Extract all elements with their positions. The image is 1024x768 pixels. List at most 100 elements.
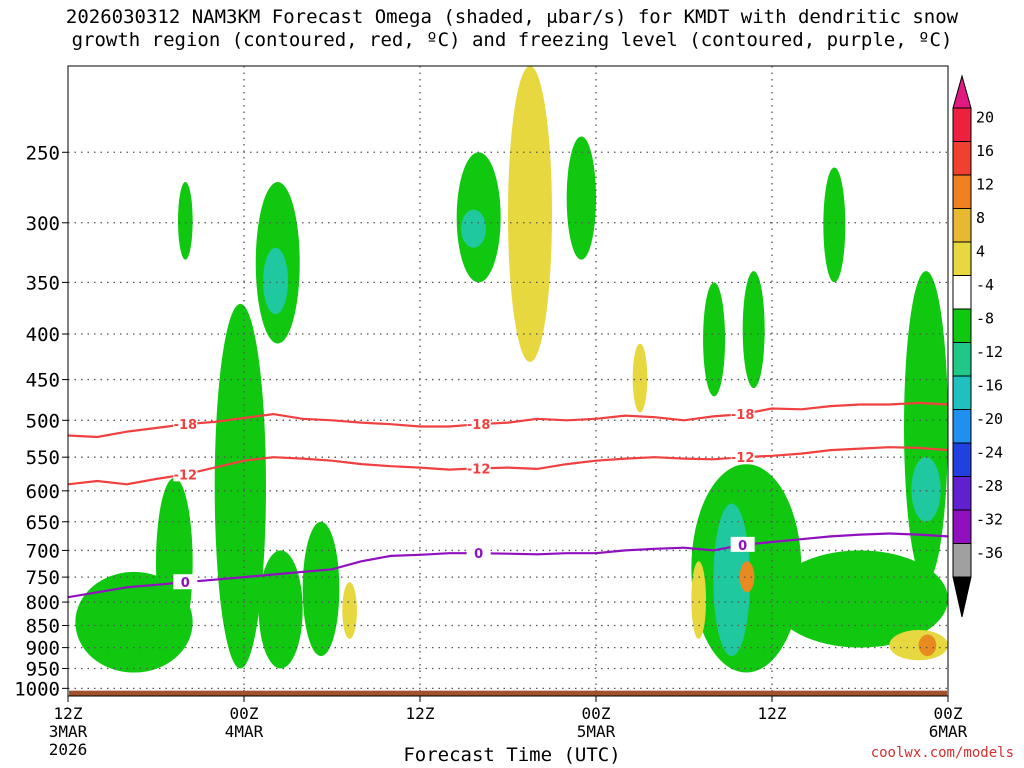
- colorbar-swatch-13: [952, 543, 972, 578]
- colorbar-swatch-0: [952, 107, 972, 142]
- colorbar-label-4: 4: [976, 242, 985, 260]
- contour-label--12-2: -12: [731, 451, 755, 466]
- ground-surface: [69, 690, 947, 696]
- xtick-date-60: 6MAR: [929, 722, 968, 741]
- omega-region-20: [342, 582, 357, 639]
- omega-region-25: [918, 634, 937, 657]
- ytick-label-450: 450: [26, 370, 60, 392]
- ytick-label-250: 250: [26, 142, 60, 164]
- omega-region-5: [258, 550, 303, 669]
- ytick-label-600: 600: [26, 481, 60, 503]
- contour-label-bg--12-0: [173, 466, 198, 482]
- ytick-label-900: 900: [26, 638, 60, 660]
- contour-label-0-0: 0: [181, 576, 190, 591]
- colorbar-label-6: -8: [976, 309, 994, 327]
- omega-region-10: [703, 282, 726, 397]
- omega-region-2: [178, 182, 193, 260]
- contour-label-bg--18-2: [730, 406, 755, 422]
- xtick-date-0: 3MAR: [49, 722, 88, 741]
- omega-region-18: [911, 457, 941, 522]
- colorbar-label-0: 20: [976, 108, 994, 126]
- colorbar-label-11: -28: [976, 477, 1003, 495]
- contour-label--18-2: -18: [731, 408, 755, 423]
- colorbar-swatch-12: [952, 509, 972, 544]
- omega-region-3: [214, 303, 266, 669]
- xtick-label-36: 00Z: [582, 704, 611, 723]
- omega-region-16: [263, 247, 288, 315]
- colorbar-label-10: -24: [976, 443, 1003, 461]
- colorbar-swatch-5: [952, 275, 972, 310]
- colorbar-bottom-arrow: [952, 576, 972, 618]
- temperature-contours: -18 -18 -18 -12 -12 -12 0 0 0: [68, 401, 948, 599]
- omega-region-8: [566, 136, 596, 260]
- contour-label-bg--18-0: [173, 416, 198, 432]
- ytick-label-850: 850: [26, 615, 60, 637]
- omega-colorbar: 20 16 12 8 4 -4 -8 -12 -16 -20 -24 -28 -32 -36: [952, 74, 1003, 618]
- ytick-label-350: 350: [26, 272, 60, 294]
- contour-label-bg--12-2: [730, 449, 755, 465]
- omega-region-6: [302, 521, 340, 657]
- xtick-label-24: 12Z: [406, 704, 435, 723]
- xtick-label-12: 00Z: [230, 704, 259, 723]
- colorbar-label-5: -4: [976, 276, 994, 294]
- xtick-label-60: 00Z: [934, 704, 963, 723]
- colorbar-swatch-7: [952, 342, 972, 377]
- omega-region-13: [772, 550, 948, 648]
- colorbar-swatch-1: [952, 141, 972, 176]
- pressure-gridlines: [68, 66, 948, 696]
- xtick-date-12: 4MAR: [225, 722, 264, 741]
- contour-label-0-1: 0: [474, 547, 483, 562]
- ytick-label-800: 800: [26, 592, 60, 614]
- pressure-axis: 2503003504004505005506006507007508008509…: [14, 142, 68, 700]
- contour-line-0: [68, 532, 948, 599]
- contour-label-bg-0-0: [173, 574, 198, 590]
- omega-region-12: [823, 167, 846, 283]
- omega-region-24: [739, 561, 755, 593]
- ytick-label-700: 700: [26, 540, 60, 562]
- colorbar-label-12: -32: [976, 510, 1003, 528]
- ytick-label-650: 650: [26, 512, 60, 534]
- colorbar-label-7: -12: [976, 343, 1003, 361]
- colorbar-swatch-10: [952, 442, 972, 477]
- ytick-label-950: 950: [26, 659, 60, 681]
- colorbar-swatch-3: [952, 208, 972, 243]
- xtick-label-48: 12Z: [758, 704, 787, 723]
- omega-region-1: [156, 477, 193, 648]
- colorbar-swatch-11: [952, 476, 972, 511]
- contour-line--12: [68, 446, 948, 486]
- contour-label--18-1: -18: [467, 418, 491, 433]
- colorbar-swatch-2: [952, 174, 972, 209]
- contour-label-bg--12-1: [466, 460, 491, 476]
- ground-band: [69, 690, 947, 696]
- x-axis-title: Forecast Time (UTC): [403, 744, 621, 766]
- colorbar-label-2: 12: [976, 175, 994, 193]
- colorbar-swatch-8: [952, 375, 972, 410]
- colorbar-label-9: -20: [976, 410, 1003, 428]
- colorbar-top-arrow: [952, 74, 972, 109]
- colorbar-label-13: -36: [976, 544, 1003, 562]
- chart-title-line2: growth region (contoured, red, ºC) and f…: [71, 29, 953, 51]
- omega-region-22: [889, 630, 948, 661]
- colorbar-swatch-6: [952, 308, 972, 343]
- contour-label-bg-0-1: [466, 545, 491, 561]
- omega-region-17: [461, 209, 486, 248]
- xtick-label-0: 12Z: [54, 704, 83, 723]
- plot-frame: [67, 65, 949, 697]
- colorbar-label-1: 16: [976, 142, 994, 160]
- ytick-label-400: 400: [26, 324, 60, 346]
- colorbar-label-3: 8: [976, 209, 985, 227]
- xtick-year-0: 2026: [49, 740, 88, 759]
- omega-region-19: [508, 66, 552, 362]
- contour-label--18-0: -18: [174, 418, 198, 433]
- contour-label--12-1: -12: [467, 462, 491, 477]
- site-credit: coolwx.com/models: [870, 745, 1014, 761]
- ytick-label-300: 300: [26, 213, 60, 235]
- ytick-label-750: 750: [26, 567, 60, 589]
- chart-title-line1: 2026030312 NAM3KM Forecast Omega (shaded…: [65, 6, 959, 28]
- contour-label-bg--18-1: [466, 416, 491, 432]
- contour-line--18: [68, 401, 948, 439]
- omega-region-21: [691, 561, 707, 639]
- omega-region-23: [632, 343, 648, 413]
